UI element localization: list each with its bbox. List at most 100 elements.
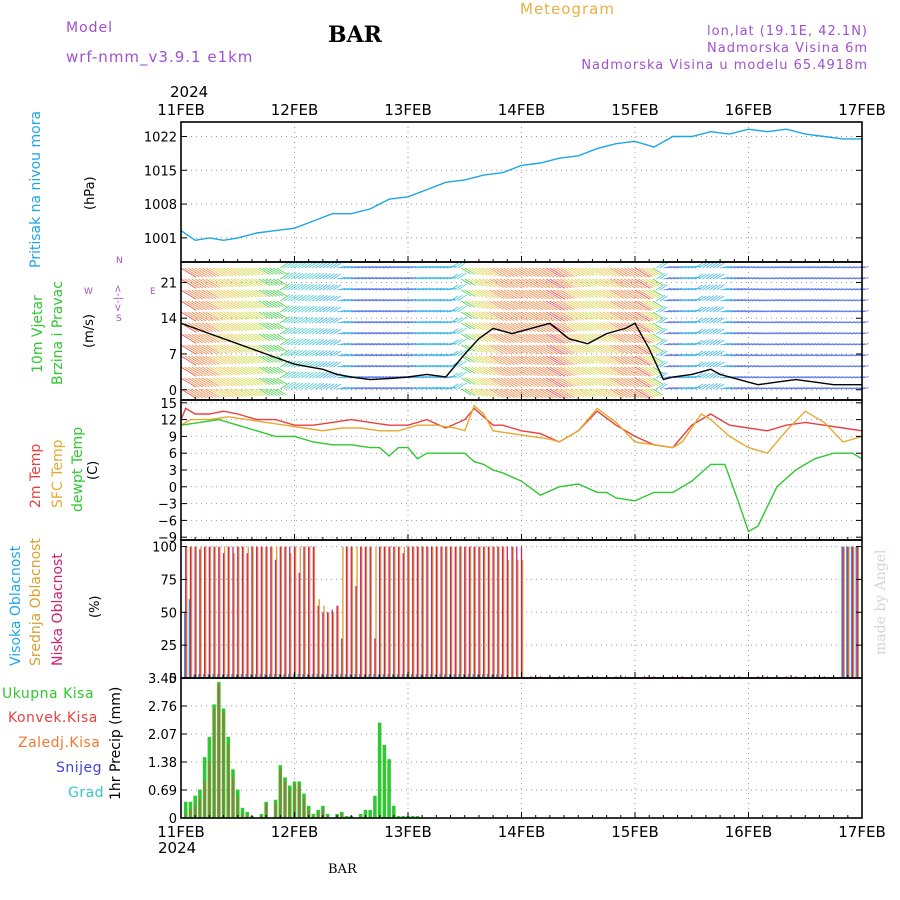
wind-barb	[592, 300, 606, 309]
wind-barb	[216, 289, 230, 299]
wind-barb	[783, 321, 792, 324]
wind-barb	[602, 300, 617, 310]
wind-barb	[798, 332, 806, 335]
wind-barb	[790, 387, 799, 390]
wind-barb	[379, 376, 388, 379]
wind-barb	[269, 333, 281, 341]
wind-barb	[542, 355, 558, 366]
wind-barb	[531, 377, 547, 388]
wind-barb	[453, 350, 463, 357]
wind-barb	[425, 375, 435, 379]
wind-barb	[280, 349, 290, 357]
wind-barb	[542, 267, 558, 278]
wind-barb	[517, 344, 532, 354]
wind-barb	[478, 311, 492, 321]
conv-precip-bar	[203, 781, 206, 818]
wind-barb	[844, 310, 852, 313]
wind-barb	[184, 355, 200, 366]
wind-barb	[372, 299, 381, 302]
wind-barb	[702, 295, 711, 302]
wind-barb	[641, 333, 656, 343]
wind-barb	[344, 364, 353, 368]
wind-barb	[620, 388, 636, 399]
wind-barb	[194, 355, 210, 366]
wind-barb	[478, 344, 492, 354]
wind-barb	[301, 316, 311, 324]
dewpoint-line	[180, 418, 863, 533]
wind-barb	[847, 354, 855, 357]
wind-barb	[613, 377, 628, 387]
wind-barb	[340, 353, 350, 357]
wind-barb	[723, 331, 733, 335]
wind-barb	[329, 317, 338, 324]
wind-barb	[344, 298, 353, 302]
wind-barb	[609, 344, 625, 354]
wind-barb	[194, 377, 210, 388]
wind-barb	[283, 283, 294, 291]
wind-barb	[744, 365, 753, 368]
wind-barb	[766, 387, 774, 390]
wind-barb	[219, 311, 234, 321]
wind-barb	[808, 365, 817, 368]
wind-barb	[361, 354, 370, 357]
wind-barb	[712, 284, 721, 291]
wind-barb	[712, 317, 721, 324]
wind-barb	[624, 366, 639, 377]
wind-barb	[237, 366, 250, 375]
wind-barb	[627, 278, 643, 289]
wind-barb	[698, 339, 707, 346]
wind-barb	[581, 344, 595, 353]
wind-barb	[315, 284, 325, 291]
wind-barb	[652, 289, 664, 297]
wind-barb	[329, 262, 338, 269]
y-tick-label: 12	[160, 414, 177, 429]
wind-barb	[251, 300, 264, 309]
wind-barb	[184, 267, 200, 278]
wind-barb	[422, 375, 431, 379]
wind-barb	[609, 355, 625, 365]
wind-barb	[209, 366, 224, 376]
wind-barb	[549, 377, 566, 388]
wind-barb	[727, 276, 736, 280]
wind-barb	[560, 322, 575, 332]
wind-barb	[652, 300, 664, 308]
wind-barb	[546, 344, 562, 355]
wind-barb	[648, 278, 661, 287]
wind-barb	[514, 311, 529, 321]
wind-barb	[648, 377, 661, 386]
wind-barb	[620, 377, 636, 388]
wind-barb	[798, 266, 806, 269]
wind-barb	[861, 266, 869, 269]
wind-barb	[702, 372, 711, 379]
wind-barb	[503, 311, 518, 321]
wind-barb	[460, 289, 472, 297]
wind-barb	[273, 300, 284, 308]
wind-barb	[198, 267, 214, 278]
wind-barb	[223, 322, 237, 332]
wind-barb	[283, 294, 294, 302]
wind-barb	[351, 331, 360, 335]
wind-barb	[641, 278, 656, 288]
wind-barb	[528, 388, 544, 399]
wind-barb	[549, 388, 566, 399]
wind-barb	[826, 332, 834, 335]
wind-barb	[748, 266, 756, 269]
wind-barb	[819, 387, 827, 390]
wind-barb	[730, 276, 739, 280]
wind-barb	[383, 354, 392, 357]
wind-barb	[439, 331, 449, 335]
wind-barb	[570, 366, 585, 376]
wind-barb	[716, 328, 725, 335]
wind-barb	[627, 366, 643, 377]
legend-frozen-precip: Zaledj.Kisa	[18, 735, 101, 751]
wind-barb	[329, 295, 338, 302]
wind-barb	[560, 377, 575, 387]
wind-barb	[751, 332, 760, 335]
wind-barb	[248, 322, 261, 331]
wind-barb	[734, 365, 743, 368]
wind-barb	[375, 310, 384, 313]
wind-barb	[478, 366, 492, 376]
wind-barb	[429, 375, 438, 379]
wind-barb	[574, 333, 588, 343]
wind-barb	[556, 322, 572, 333]
